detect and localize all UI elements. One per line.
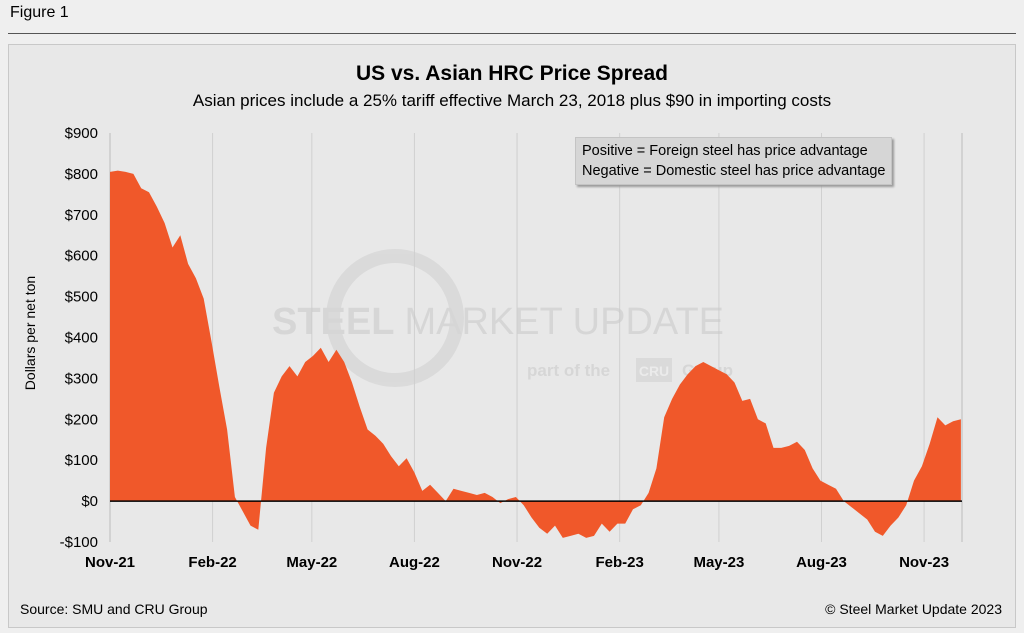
watermark-logo-box	[636, 358, 672, 382]
y-tick-label: $0	[81, 493, 98, 510]
watermark-ring-icon	[326, 249, 464, 387]
watermark-line2: part of the	[527, 361, 610, 380]
x-tick-label: Aug-23	[796, 554, 847, 571]
y-tick-label: $200	[65, 411, 98, 428]
watermark-line1: STEEL MARKET UPDATE	[272, 301, 724, 343]
x-tick-label: Aug-22	[389, 554, 440, 571]
x-axis-ticks: Nov-21 Feb-22 May-22 Aug-22 Nov-22 Feb-23 May-…	[85, 554, 949, 571]
y-tick-label: $500	[65, 289, 98, 306]
x-tick-label: Nov-21	[85, 554, 135, 571]
y-tick-label: $800	[65, 166, 98, 183]
chart-title: US vs. Asian HRC Price Spread	[355, 62, 668, 85]
y-tick-label: $400	[65, 330, 98, 347]
annotation-positive: Positive = Foreign steel has price advan…	[582, 143, 868, 159]
x-tick-label: Nov-22	[492, 554, 542, 571]
y-tick-label: $600	[65, 248, 98, 265]
y-tick-label: $100	[65, 452, 98, 469]
annotation-negative: Negative = Domestic steel has price adva…	[582, 163, 886, 179]
x-tick-label: May-22	[286, 554, 337, 571]
y-tick-label: $300	[65, 370, 98, 387]
y-axis-label: Dollars per net ton	[22, 275, 38, 391]
y-tick-label: $900	[65, 125, 98, 142]
watermark-logo: CRU	[639, 363, 669, 379]
annotation-box: Positive = Foreign steel has price advan…	[575, 137, 893, 185]
x-tick-label: Nov-23	[899, 554, 949, 571]
y-tick-label: -$100	[60, 534, 98, 551]
chart-subtitle: Asian prices include a 25% tariff effect…	[192, 91, 832, 110]
source-note: Source: SMU and CRU Group	[20, 601, 208, 617]
x-tick-label: May-23	[693, 554, 744, 571]
y-axis-ticks: -$100 $0 $100 $200 $300 $400 $500 $600 $700 $800 $…	[60, 125, 98, 551]
figure-divider	[8, 33, 1016, 34]
x-tick-label: Feb-22	[188, 554, 236, 571]
figure-label: Figure 1	[10, 4, 69, 21]
spread-area-series	[110, 170, 961, 538]
copyright-note: © Steel Market Update 2023	[825, 601, 1002, 617]
y-tick-label: $700	[65, 207, 98, 224]
x-tick-label: Feb-23	[595, 554, 643, 571]
